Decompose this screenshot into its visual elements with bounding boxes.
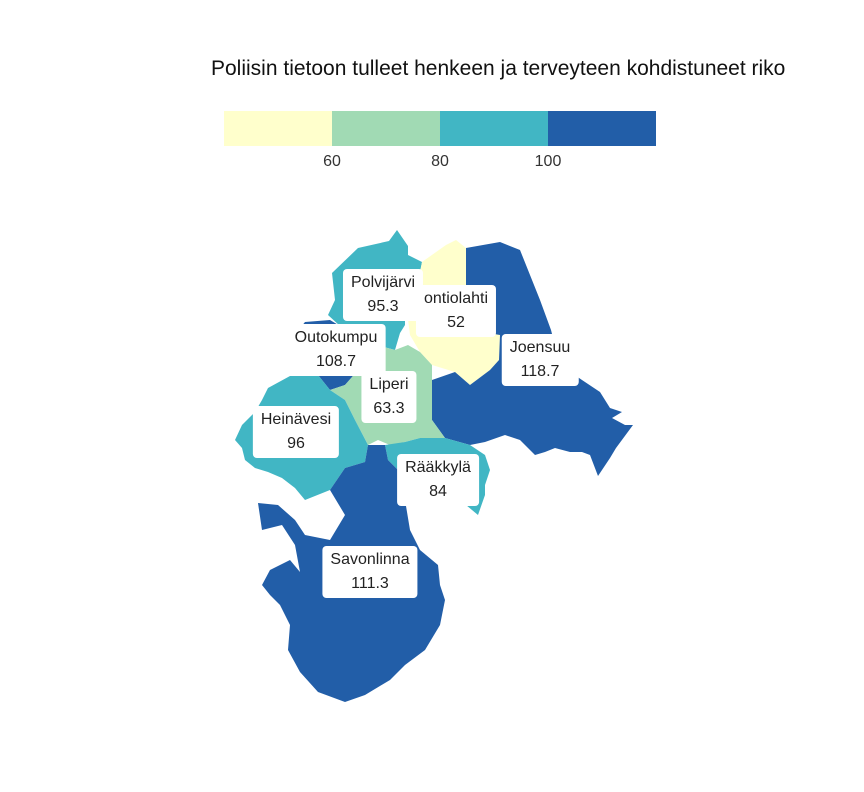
region-value: 63.3 [373, 400, 405, 417]
region-name: Outokumpu [294, 329, 378, 346]
map-title: Poliisin tietoon tulleet henkeen ja terv… [211, 57, 786, 80]
region-name: Rääkkylä [405, 459, 471, 476]
legend-swatch-3 [440, 111, 548, 146]
legend-tick-100: 100 [534, 153, 562, 170]
region-name: Liperi [369, 376, 409, 393]
region-value: 95.3 [367, 298, 399, 315]
region-name: ontiolahti [423, 290, 489, 307]
region-label-polvijarvi: Polvijärvi 95.3 [342, 269, 424, 321]
legend-swatch-4 [548, 111, 656, 146]
region-value: 96 [287, 435, 305, 452]
region-name: Heinävesi [260, 411, 332, 428]
legend-tick-80: 80 [431, 153, 449, 170]
legend-tick-60: 60 [323, 153, 341, 170]
region-label-outokumpu: Outokumpu 108.7 [286, 324, 386, 376]
region-value: 111.3 [351, 575, 389, 592]
region-label-raakkyla: Rääkkylä 84 [397, 454, 479, 506]
region-value: 52 [447, 314, 465, 331]
legend-swatch-2 [332, 111, 440, 146]
region-value: 108.7 [315, 353, 357, 370]
region-name: Polvijärvi [350, 274, 416, 291]
region-label-joensuu: Joensuu 118.7 [501, 334, 579, 386]
region-name: Savonlinna [330, 551, 410, 568]
legend-swatch-1 [224, 111, 332, 146]
region-label-liperi: Liperi 63.3 [361, 371, 417, 423]
region-value: 118.7 [520, 363, 560, 380]
region-name: Joensuu [509, 339, 571, 356]
region-label-heinavesi: Heinävesi 96 [252, 406, 340, 458]
region-label-kontiolahti: ontiolahti 52 [415, 285, 497, 337]
region-value: 84 [429, 483, 447, 500]
region-label-savonlinna: Savonlinna 111.3 [322, 546, 418, 598]
